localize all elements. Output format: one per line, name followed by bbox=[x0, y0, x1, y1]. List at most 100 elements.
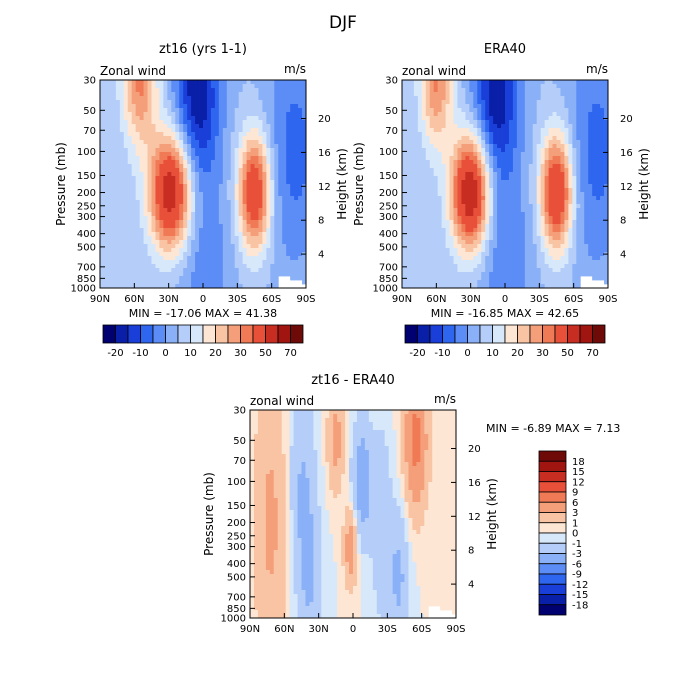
panel2-cell bbox=[564, 128, 569, 133]
panel1-cell bbox=[175, 216, 180, 221]
panel2-cell bbox=[548, 136, 553, 141]
panel1-cell bbox=[159, 104, 164, 109]
panel2-cell bbox=[493, 84, 498, 89]
panel2-cell bbox=[473, 84, 478, 89]
panel1-cell bbox=[226, 152, 232, 157]
panel1-cell bbox=[187, 152, 192, 157]
panel2-cell bbox=[421, 180, 427, 185]
panel1-cell bbox=[123, 184, 129, 189]
panel1-cell bbox=[262, 280, 267, 285]
panel1-cell bbox=[230, 116, 236, 121]
panel2-cell bbox=[512, 204, 518, 209]
panel1-cell bbox=[179, 208, 184, 213]
panel1-cell bbox=[242, 192, 247, 197]
panel2-cell bbox=[584, 232, 589, 237]
panel2-cell bbox=[540, 128, 546, 133]
panel2-cell bbox=[493, 108, 498, 113]
panel2-cell bbox=[580, 112, 585, 117]
panel2-cell bbox=[437, 180, 443, 185]
panel1-cell bbox=[127, 92, 133, 97]
panel2-cell bbox=[445, 104, 450, 109]
panel2-cell bbox=[465, 188, 470, 193]
panel2-cell bbox=[493, 128, 498, 133]
panel2-cell bbox=[568, 120, 573, 125]
panel2-cell bbox=[477, 248, 482, 253]
panel2-cell bbox=[421, 108, 427, 113]
panel2-cell bbox=[512, 156, 518, 161]
panel1-cell bbox=[226, 268, 232, 273]
panel1-cell bbox=[222, 260, 228, 265]
panel1-cell bbox=[100, 248, 105, 253]
panel2-cell bbox=[433, 88, 439, 93]
panel2-cell bbox=[572, 88, 577, 93]
panel2-cell bbox=[413, 136, 419, 141]
panel2-cell bbox=[449, 240, 454, 245]
panel1-cell bbox=[151, 172, 156, 177]
panel2-cell bbox=[604, 248, 609, 253]
panel1-cell bbox=[123, 148, 129, 153]
panel1-cell bbox=[242, 264, 247, 269]
panel2-cell bbox=[552, 228, 557, 233]
panel2-cell bbox=[461, 196, 466, 201]
panel1-cell bbox=[278, 252, 283, 257]
panel1-cell bbox=[278, 124, 283, 129]
panel1-cell bbox=[155, 108, 160, 113]
panel2-cell bbox=[493, 212, 498, 217]
panel1-cell bbox=[242, 188, 247, 193]
panel1-cell bbox=[159, 88, 164, 93]
panel2-cell bbox=[445, 204, 450, 209]
panel1-cell bbox=[250, 244, 255, 249]
panel1-cell bbox=[187, 268, 192, 273]
panel1-cell bbox=[282, 84, 287, 89]
panel1-cell bbox=[147, 120, 152, 125]
panel2-cell bbox=[497, 224, 502, 229]
panel1-cell bbox=[286, 220, 291, 225]
panel2-cell bbox=[441, 152, 446, 157]
panel1-cell bbox=[135, 220, 141, 225]
panel1-cell bbox=[155, 172, 160, 177]
panel1-cell bbox=[226, 204, 232, 209]
panel2-cell bbox=[600, 156, 605, 161]
panel2-cell bbox=[604, 164, 609, 169]
panel1-cell bbox=[183, 120, 188, 125]
panel2-cell bbox=[501, 124, 506, 129]
panel2-cell bbox=[425, 100, 431, 105]
panel2-cell bbox=[505, 136, 510, 141]
panel2-cell bbox=[580, 176, 585, 181]
panel2-cell bbox=[477, 216, 482, 221]
panel1-cell bbox=[167, 148, 172, 153]
panel2-cell bbox=[588, 228, 593, 233]
panel1-cell bbox=[115, 196, 121, 201]
panel2-cell bbox=[536, 88, 542, 93]
panel2-cell bbox=[481, 100, 486, 105]
panel1-cell bbox=[199, 276, 204, 281]
panel2-cell bbox=[493, 156, 498, 161]
panel1-cell bbox=[262, 180, 267, 185]
panel1-cell bbox=[151, 240, 156, 245]
panel2-cell bbox=[437, 172, 443, 177]
panel1-cell bbox=[163, 188, 168, 193]
panel2-cell bbox=[564, 224, 569, 229]
panel1-cell bbox=[214, 120, 220, 125]
panel2-cell bbox=[485, 204, 490, 209]
panel2-cell bbox=[580, 80, 585, 85]
panel1-cell bbox=[238, 268, 244, 273]
panel1-cell bbox=[274, 264, 279, 269]
panel2-cell bbox=[497, 208, 502, 213]
panel1-cell bbox=[127, 192, 133, 197]
panel1-cell bbox=[238, 160, 244, 165]
panel2-cell bbox=[588, 216, 593, 221]
panel2-cell bbox=[465, 128, 470, 133]
panel2-cell bbox=[453, 116, 458, 121]
panel2-cell bbox=[402, 124, 407, 129]
panel2-cell bbox=[524, 168, 530, 173]
panel1-cell bbox=[147, 140, 152, 145]
panel1-cell bbox=[107, 280, 113, 285]
panel1-cell bbox=[230, 188, 236, 193]
panel1-cell bbox=[187, 236, 192, 241]
panel1-cell bbox=[294, 216, 299, 221]
panel1-cell bbox=[226, 236, 232, 241]
panel1-cell bbox=[278, 264, 283, 269]
panel1-cell bbox=[274, 100, 279, 105]
panel1-cell bbox=[175, 172, 180, 177]
